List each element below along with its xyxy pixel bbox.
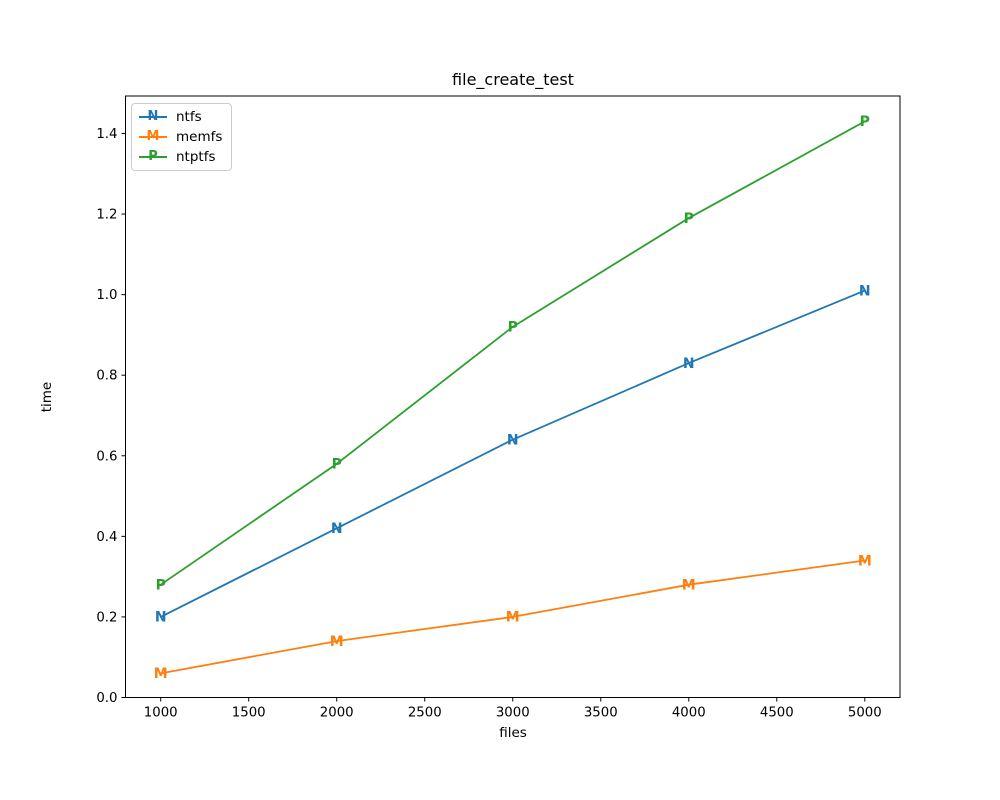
legend-sample-line-ntptfs	[139, 156, 167, 158]
y-tick-label: 1.2	[96, 208, 117, 223]
x-tick-label: 4000	[672, 706, 706, 721]
legend-sample-letter-ntfs: N	[147, 109, 159, 125]
legend-label-memfs: memfs	[176, 129, 223, 145]
legend-marker-ntfs: N	[139, 109, 167, 125]
x-tick-label: 4500	[760, 706, 794, 721]
x-tick-label: 5000	[848, 706, 882, 721]
legend-label-ntfs: ntfs	[176, 109, 202, 125]
x-tick-label: 3500	[584, 706, 618, 721]
series-marker-ntfs: N	[331, 521, 343, 537]
legend-marker-memfs: M	[139, 129, 167, 145]
x-tick-label: 3000	[496, 706, 530, 721]
legend-sample-line-ntfs	[139, 116, 167, 118]
legend: N ntfs M memfs P ntptfs	[131, 103, 232, 171]
series-marker-memfs: M	[330, 634, 344, 650]
x-tick-label: 2500	[408, 706, 442, 721]
y-tick-label: 0.6	[96, 449, 117, 464]
legend-label-ntptfs: ntptfs	[176, 149, 216, 165]
series-line-ntptfs	[159, 120, 866, 586]
y-tick-label: 0.0	[96, 691, 117, 706]
axes-frame	[125, 95, 901, 698]
series-marker-ntptfs: P	[508, 320, 518, 336]
legend-sample-line-memfs	[139, 136, 167, 138]
series-marker-ntfs: N	[507, 432, 519, 448]
x-tick-label: 2000	[320, 706, 354, 721]
legend-sample-letter-memfs: M	[146, 129, 160, 145]
series-marker-ntptfs: P	[332, 457, 342, 473]
legend-item-ntfs: N ntfs	[132, 107, 231, 127]
y-tick-label: 0.2	[96, 610, 117, 625]
series-marker-ntptfs: P	[156, 577, 166, 593]
y-tick-label: 0.4	[96, 530, 117, 545]
chart-title: file_create_test	[452, 70, 574, 89]
legend-sample-letter-ntptfs: P	[148, 149, 158, 165]
x-axis-label: files	[499, 725, 527, 741]
y-tick-label: 1.4	[96, 127, 117, 142]
legend-item-memfs: M memfs	[132, 127, 231, 147]
series-line-ntfs	[159, 289, 866, 618]
series-line-memfs	[159, 559, 866, 675]
series-marker-ntptfs: P	[860, 114, 870, 130]
series-marker-memfs: M	[858, 553, 872, 569]
series-marker-memfs: M	[682, 577, 696, 593]
legend-marker-ntptfs: P	[139, 149, 167, 165]
series-marker-memfs: M	[506, 610, 520, 626]
y-tick-label: 1.0	[96, 288, 117, 303]
y-axis-label: time	[39, 381, 55, 413]
series-marker-ntfs: N	[155, 610, 167, 626]
x-tick-label: 1000	[144, 706, 178, 721]
series-marker-ntfs: N	[859, 283, 871, 299]
y-tick-label: 0.8	[96, 369, 117, 384]
series-marker-memfs: M	[154, 666, 168, 682]
series-marker-ntptfs: P	[684, 211, 694, 227]
series-marker-ntfs: N	[683, 356, 695, 372]
x-tick-label: 1500	[232, 706, 266, 721]
legend-item-ntptfs: P ntptfs	[132, 147, 231, 167]
